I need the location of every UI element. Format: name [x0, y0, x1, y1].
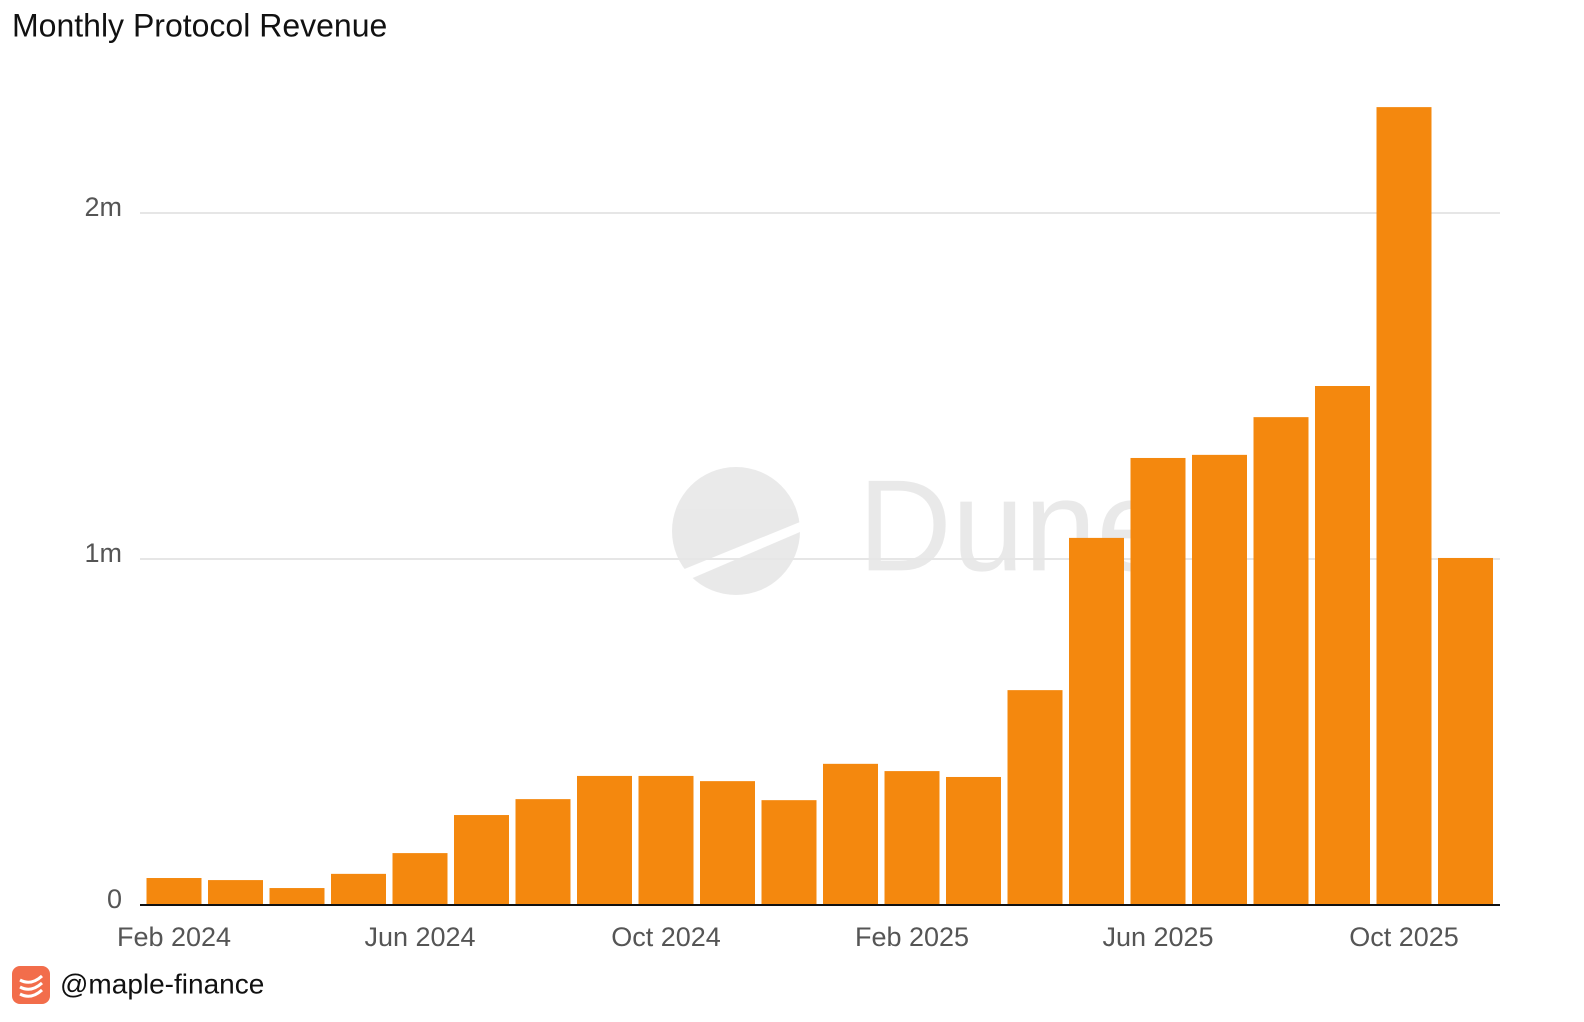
bar [331, 873, 386, 905]
footer: @maple-finance [60, 968, 264, 999]
chart-title: Monthly Protocol Revenue [12, 7, 387, 43]
bar [1069, 537, 1124, 905]
bar [638, 775, 694, 905]
watermark-logo [672, 467, 800, 595]
bar [454, 815, 509, 905]
y-tick-label: 0 [107, 884, 122, 914]
bar [146, 878, 202, 905]
bar [1130, 457, 1186, 905]
bar [761, 800, 817, 905]
bar [946, 776, 1001, 905]
bar [515, 799, 571, 905]
bar [1253, 417, 1309, 905]
bar [269, 888, 325, 905]
bar [1007, 690, 1063, 905]
bar [208, 880, 263, 905]
y-tick-label: 1m [84, 538, 122, 568]
bar [823, 763, 878, 905]
x-tick-label: Jun 2024 [364, 922, 475, 952]
x-tick-label: Feb 2025 [855, 922, 969, 952]
bar [1315, 386, 1370, 905]
footer-logo [12, 966, 50, 1004]
x-tick-label: Oct 2025 [1349, 922, 1459, 952]
bar [577, 775, 632, 905]
bar [884, 771, 940, 905]
x-tick-label: Jun 2025 [1102, 922, 1213, 952]
bar [1438, 557, 1493, 905]
x-tick-label: Feb 2024 [117, 922, 231, 952]
y-tick-label: 2m [84, 192, 122, 222]
bar [700, 781, 755, 905]
bar [392, 853, 448, 905]
x-tick-label: Oct 2024 [611, 922, 721, 952]
bar [1192, 454, 1247, 905]
bar [1376, 107, 1432, 905]
